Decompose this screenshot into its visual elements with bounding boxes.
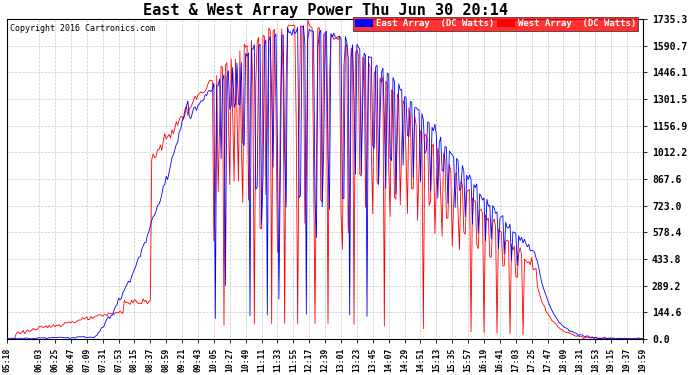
Text: Copyright 2016 Cartronics.com: Copyright 2016 Cartronics.com [10, 24, 155, 33]
Title: East & West Array Power Thu Jun 30 20:14: East & West Array Power Thu Jun 30 20:14 [143, 3, 508, 18]
Legend: East Array  (DC Watts), West Array  (DC Watts): East Array (DC Watts), West Array (DC Wa… [353, 17, 638, 31]
